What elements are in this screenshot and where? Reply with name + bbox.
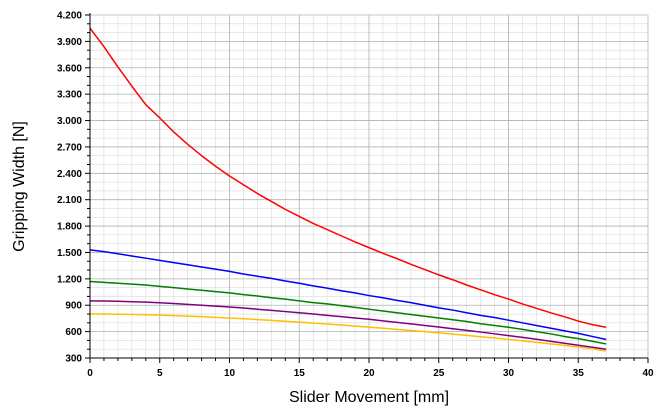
y-tick-label: 4.200 [57,11,82,22]
y-tick-labels: 300 600 900 1.200 1.500 1.800 2.100 2.400 2.700 3… [57,11,82,365]
y-tick-label: 300 [65,354,82,365]
y-tick-label: 3.900 [57,37,82,48]
x-tick-label: 40 [642,368,654,379]
y-axis-title: Gripping Width [N] [11,121,28,252]
y-tick-label: 1.800 [57,222,82,233]
y-tick-label: 600 [65,327,82,338]
series-line-3 [90,281,606,343]
x-tick-label: 15 [294,368,306,379]
x-tick-label: 35 [573,368,585,379]
x-tick-label: 0 [87,368,93,379]
x-tick-label: 5 [157,368,163,379]
y-tick-label: 900 [65,301,82,312]
series-line-5 [90,314,606,351]
y-tick-label: 3.300 [57,90,82,101]
x-tick-label: 25 [433,368,445,379]
y-tick-label: 2.400 [57,169,82,180]
x-tick-label: 10 [224,368,236,379]
series-line-1 [90,28,606,327]
y-tick-label: 1.200 [57,274,82,285]
y-tick-label: 2.100 [57,195,82,206]
y-tick-label: 3.000 [57,116,82,127]
y-tick-label: 2.700 [57,142,82,153]
y-tick-label: 1.500 [57,248,82,259]
y-tick-label: 3.600 [57,63,82,74]
x-axis-title: Slider Movement [mm] [289,389,449,406]
x-tick-label: 20 [363,368,375,379]
x-tick-label: 30 [503,368,515,379]
axes [85,13,648,363]
x-tick-labels: 0 5 10 15 20 25 30 35 40 [87,368,654,379]
